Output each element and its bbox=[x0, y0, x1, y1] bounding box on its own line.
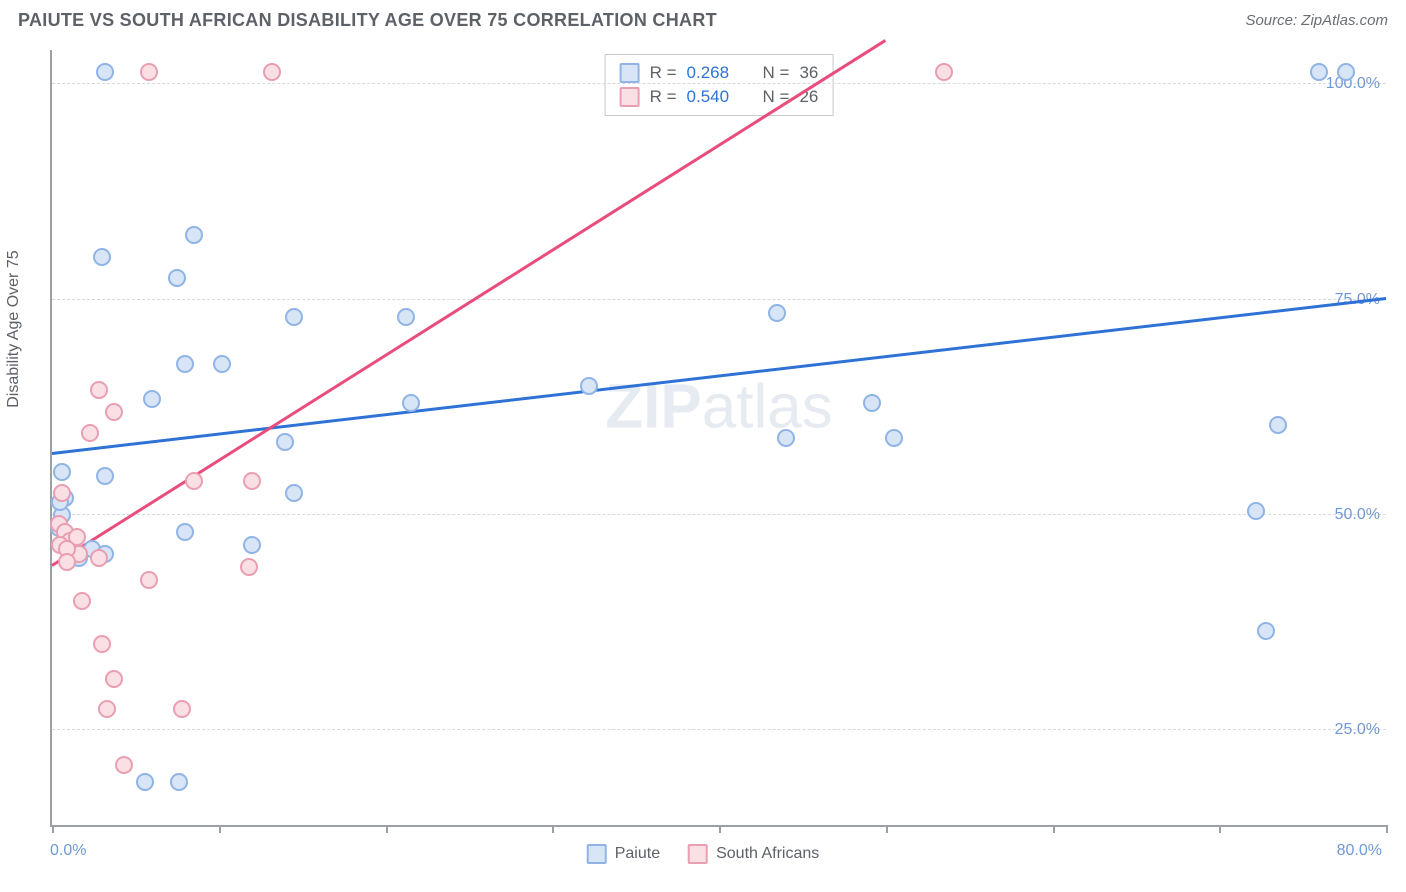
legend-swatch bbox=[620, 63, 640, 83]
data-point bbox=[136, 773, 154, 791]
data-point bbox=[863, 394, 881, 412]
data-point bbox=[93, 248, 111, 266]
legend-item: South Africans bbox=[688, 844, 819, 864]
watermark: ZIPatlas bbox=[605, 371, 832, 442]
r-label: R = bbox=[650, 63, 677, 83]
y-tick-label: 50.0% bbox=[1335, 506, 1380, 524]
data-point bbox=[170, 773, 188, 791]
legend-label: South Africans bbox=[716, 845, 819, 863]
legend-item: Paiute bbox=[587, 844, 660, 864]
bottom-legend: Paiute South Africans bbox=[587, 844, 820, 864]
x-axis-max-label: 80.0% bbox=[1337, 842, 1382, 860]
chart-title: PAIUTE VS SOUTH AFRICAN DISABILITY AGE O… bbox=[18, 10, 717, 31]
trend-line bbox=[52, 297, 1386, 455]
data-point bbox=[240, 558, 258, 576]
legend-swatch bbox=[587, 844, 607, 864]
x-tick bbox=[719, 825, 721, 833]
legend-swatch bbox=[620, 87, 640, 107]
data-point bbox=[243, 472, 261, 490]
legend-swatch bbox=[688, 844, 708, 864]
x-tick bbox=[219, 825, 221, 833]
data-point bbox=[81, 424, 99, 442]
data-point bbox=[935, 63, 953, 81]
correlation-stats-box: R =0.268N = 36R =0.540N = 26 bbox=[605, 54, 834, 116]
data-point bbox=[1257, 622, 1275, 640]
data-point bbox=[90, 381, 108, 399]
data-point bbox=[140, 571, 158, 589]
gridline bbox=[52, 83, 1386, 84]
data-point bbox=[580, 377, 598, 395]
n-value: 36 bbox=[799, 63, 818, 83]
data-point bbox=[115, 756, 133, 774]
scatter-plot-area: ZIPatlas R =0.268N = 36R =0.540N = 26 25… bbox=[50, 50, 1386, 827]
x-tick bbox=[1386, 825, 1388, 833]
x-tick bbox=[886, 825, 888, 833]
r-value: 0.540 bbox=[687, 87, 745, 107]
gridline bbox=[52, 729, 1386, 730]
data-point bbox=[885, 429, 903, 447]
data-point bbox=[768, 304, 786, 322]
gridline bbox=[52, 514, 1386, 515]
data-point bbox=[96, 467, 114, 485]
data-point bbox=[58, 553, 76, 571]
r-value: 0.268 bbox=[687, 63, 745, 83]
data-point bbox=[73, 592, 91, 610]
x-tick bbox=[1053, 825, 1055, 833]
data-point bbox=[90, 549, 108, 567]
data-point bbox=[176, 523, 194, 541]
data-point bbox=[176, 355, 194, 373]
data-point bbox=[53, 463, 71, 481]
data-point bbox=[213, 355, 231, 373]
data-point bbox=[105, 403, 123, 421]
x-axis-min-label: 0.0% bbox=[50, 842, 86, 860]
data-point bbox=[185, 226, 203, 244]
x-tick bbox=[1219, 825, 1221, 833]
data-point bbox=[53, 484, 71, 502]
chart-source: Source: ZipAtlas.com bbox=[1245, 12, 1388, 29]
x-tick bbox=[552, 825, 554, 833]
data-point bbox=[263, 63, 281, 81]
data-point bbox=[397, 308, 415, 326]
x-tick bbox=[52, 825, 54, 833]
data-point bbox=[96, 63, 114, 81]
data-point bbox=[105, 670, 123, 688]
data-point bbox=[185, 472, 203, 490]
data-point bbox=[98, 700, 116, 718]
data-point bbox=[402, 394, 420, 412]
trend-line bbox=[51, 39, 886, 567]
chart-header: PAIUTE VS SOUTH AFRICAN DISABILITY AGE O… bbox=[0, 0, 1406, 37]
data-point bbox=[243, 536, 261, 554]
r-label: R = bbox=[650, 87, 677, 107]
data-point bbox=[93, 635, 111, 653]
gridline bbox=[52, 299, 1386, 300]
data-point bbox=[140, 63, 158, 81]
data-point bbox=[777, 429, 795, 447]
n-label: N = bbox=[763, 63, 790, 83]
stats-row: R =0.540N = 26 bbox=[620, 85, 819, 109]
legend-label: Paiute bbox=[615, 845, 660, 863]
stats-row: R = 0.268 N = 36 bbox=[620, 61, 819, 85]
data-point bbox=[285, 484, 303, 502]
data-point bbox=[1247, 502, 1265, 520]
y-tick-label: 100.0% bbox=[1326, 75, 1380, 93]
y-axis-label: Disability Age Over 75 bbox=[5, 250, 23, 407]
x-tick bbox=[386, 825, 388, 833]
data-point bbox=[276, 433, 294, 451]
data-point bbox=[1310, 63, 1328, 81]
data-point bbox=[1337, 63, 1355, 81]
data-point bbox=[285, 308, 303, 326]
y-tick-label: 25.0% bbox=[1335, 721, 1380, 739]
data-point bbox=[168, 269, 186, 287]
data-point bbox=[1269, 416, 1287, 434]
data-point bbox=[173, 700, 191, 718]
data-point bbox=[143, 390, 161, 408]
